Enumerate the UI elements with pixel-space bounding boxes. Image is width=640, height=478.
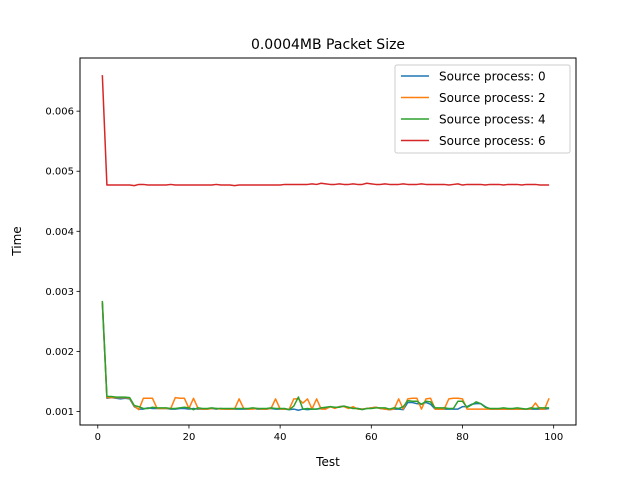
x-tick-label: 60: [365, 432, 378, 443]
y-tick-label: 0.001: [45, 407, 74, 418]
legend-box: [394, 64, 571, 154]
x-tick-label: 0: [95, 432, 101, 443]
y-axis: 0.001 0.002 0.003 0.004 0.005 0.006: [45, 107, 80, 418]
series-line-2: [101, 300, 550, 411]
x-tick-label: 40: [274, 432, 287, 443]
legend-label-1: Source process: 2: [439, 91, 546, 105]
series-line-3: [101, 75, 550, 187]
legend: Source process: 0 Source process: 2 Source…: [394, 64, 571, 154]
y-axis-label: Time: [10, 226, 24, 256]
legend-label-3: Source process: 6: [439, 134, 546, 148]
y-tick-label: 0.006: [45, 107, 74, 118]
x-tick-label: 80: [456, 432, 469, 443]
y-tick-label: 0.004: [45, 227, 74, 238]
x-axis: 0 20 40 60 80 100: [95, 425, 563, 443]
x-axis-label: Test: [315, 455, 340, 469]
legend-label-2: Source process: 4: [439, 113, 546, 127]
x-tick-label: 100: [544, 432, 563, 443]
y-tick-label: 0.002: [45, 347, 74, 358]
y-tick-label: 0.005: [45, 167, 74, 178]
legend-label-0: Source process: 0: [439, 70, 546, 84]
chart-title: 0.0004MB Packet Size: [251, 37, 405, 53]
series-line-1: [101, 302, 550, 411]
plot-area: [101, 75, 550, 412]
x-tick-label: 20: [183, 432, 196, 443]
plot-frame: [79, 57, 577, 426]
y-tick-label: 0.003: [45, 287, 74, 298]
